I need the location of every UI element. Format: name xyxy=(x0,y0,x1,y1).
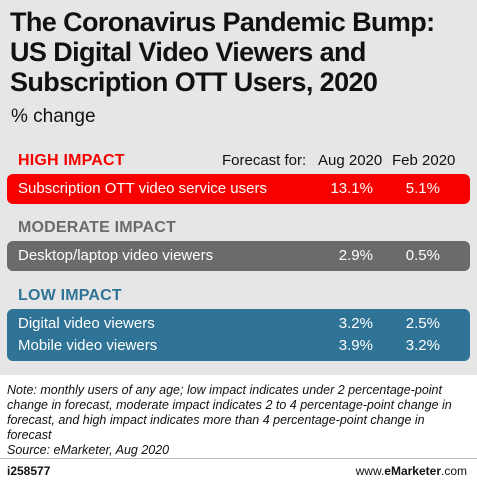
row-label: Subscription OTT video service users xyxy=(18,180,267,197)
site-brand: eMarketer xyxy=(384,464,441,478)
column-header-feb-2020: Feb 2020 xyxy=(392,152,456,169)
section-label-moderate-impact: MODERATE IMPACT xyxy=(18,219,176,236)
value-aug-2020: 3.2% xyxy=(338,315,373,332)
value-aug-2020: 3.9% xyxy=(338,337,373,354)
row-label: Digital video viewers xyxy=(18,315,155,332)
chart-id: i258577 xyxy=(7,464,51,478)
footer: i258577 www.eMarketer.com xyxy=(0,458,477,483)
column-header-aug-2020: Aug 2020 xyxy=(318,152,383,169)
table-row: Mobile video viewers 3.9% 3.2% xyxy=(7,335,470,357)
section-label-high-impact: HIGH IMPACT xyxy=(18,152,125,169)
chart-subtitle: % change xyxy=(11,106,96,127)
value-aug-2020: 2.9% xyxy=(338,247,373,264)
impact-bar-high-impact: Subscription OTT video service users 13.1… xyxy=(7,174,470,204)
chart-title: The Coronavirus Pandemic Bump: US Digita… xyxy=(10,7,435,97)
row-label: Desktop/laptop video viewers xyxy=(18,247,214,264)
chart-note: Note: monthly users of any age; low impa… xyxy=(7,383,469,458)
row-label: Mobile video viewers xyxy=(18,337,158,354)
site-suffix: .com xyxy=(440,464,467,478)
column-prefix: Forecast for: xyxy=(222,152,307,169)
table-row: Subscription OTT video service users 13.1… xyxy=(7,178,470,200)
chart-panel: The Coronavirus Pandemic Bump: US Digita… xyxy=(0,0,477,375)
site-link[interactable]: www.eMarketer.com xyxy=(356,464,467,478)
value-aug-2020: 13.1% xyxy=(330,180,373,197)
impact-bar-low-impact: Digital video viewers 3.2% 2.5% Mobile vide… xyxy=(7,309,470,361)
section-label-low-impact: LOW IMPACT xyxy=(18,287,122,304)
site-prefix: www. xyxy=(355,464,385,478)
note-text: Note: monthly users of any age; low impa… xyxy=(7,383,452,442)
value-feb-2020: 5.1% xyxy=(405,180,440,197)
table-row: Desktop/laptop video viewers 2.9% 0.5% xyxy=(7,245,470,267)
value-feb-2020: 2.5% xyxy=(405,315,440,332)
value-feb-2020: 3.2% xyxy=(405,337,440,354)
table-row: Digital video viewers 3.2% 2.5% xyxy=(7,313,470,335)
impact-bar-moderate-impact: Desktop/laptop video viewers 2.9% 0.5% xyxy=(7,241,470,271)
value-feb-2020: 0.5% xyxy=(405,247,440,264)
source-text: Source: eMarketer, Aug 2020 xyxy=(7,443,170,457)
